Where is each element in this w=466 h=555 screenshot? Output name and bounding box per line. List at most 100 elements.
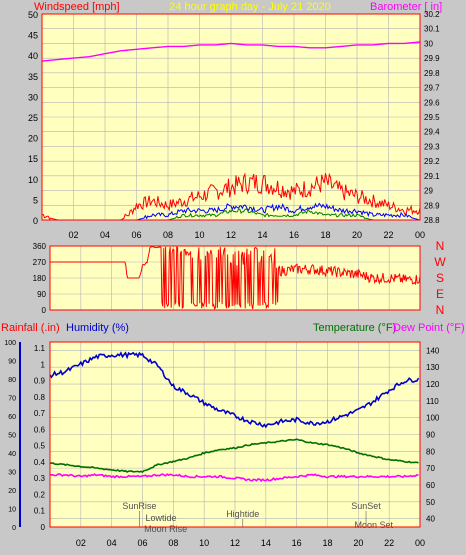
temperature-ytick: 140: [426, 346, 440, 355]
annotation-label: Moon Rise: [144, 524, 187, 534]
wind-xtick: 18: [320, 230, 330, 240]
weather-xtick: 16: [292, 538, 302, 548]
wind-xtick: 02: [68, 230, 78, 240]
wind-xtick: 06: [131, 230, 141, 240]
wind-xtick: 22: [383, 230, 393, 240]
wind-ytick: 30: [28, 92, 38, 102]
wind-ytick: 10: [28, 175, 38, 185]
wind-xtick: 14: [257, 230, 267, 240]
direction-ytick: 360: [33, 242, 47, 251]
humidity-ytick: 40: [8, 451, 16, 458]
wind-ytick: 45: [28, 31, 38, 41]
wind-xtick: 08: [163, 230, 173, 240]
weather-plot-frame: [49, 341, 421, 528]
compass-letter: W: [434, 255, 446, 269]
wind-ytick: 0: [33, 216, 38, 226]
barometer-label: Barometer [ in]: [370, 1, 442, 13]
humidity-ytick: 50: [8, 433, 16, 440]
humidity-ytick: 30: [8, 470, 16, 477]
weather-xtick: 20: [353, 538, 363, 548]
barometer-ytick: 29.2: [424, 157, 440, 166]
barometer-ytick: 29.7: [424, 84, 440, 93]
barometer-ytick: 29.8: [424, 69, 440, 78]
humidity-ytick: 0: [12, 525, 16, 532]
barometer-ytick: 29: [424, 187, 433, 196]
dewpoint-label: Dew Point (°F): [393, 322, 465, 334]
humidity-series: [49, 351, 420, 429]
direction-plot-frame: [49, 245, 421, 311]
dewpoint-series: [49, 473, 419, 483]
barometer-ytick: 29.3: [424, 142, 440, 151]
humidity-ytick: 90: [8, 359, 16, 366]
barometer-ytick: 29.1: [424, 172, 440, 181]
weather-xtick: 12: [230, 538, 240, 548]
temperature-ytick: 120: [426, 380, 440, 389]
barometer-ytick: 28.8: [424, 216, 440, 225]
direction-series: [50, 245, 421, 311]
rain-ytick: 0.7: [34, 409, 46, 418]
direction-ytick: 0: [42, 306, 47, 315]
wind-ytick: 25: [28, 113, 38, 123]
barometer-ytick: 29.6: [424, 98, 440, 107]
annotation-label: Lowtide: [145, 513, 176, 523]
weather-xtick: 14: [261, 538, 271, 548]
weather-xtick: 22: [384, 538, 394, 548]
barometer-ytick: 30.1: [424, 25, 440, 34]
weather-xtick: 08: [168, 538, 178, 548]
rain-ytick: 0.1: [34, 507, 46, 516]
wind-xtick: 00: [415, 230, 425, 240]
compass-letter: S: [436, 271, 444, 285]
temperature-ytick: 40: [426, 515, 435, 524]
rain-ytick: 0.9: [34, 377, 46, 386]
temperature-ytick: 60: [426, 481, 435, 490]
temperature-ytick: 50: [426, 498, 435, 507]
wind-xtick: 10: [194, 230, 204, 240]
barometer-ytick: 28.9: [424, 201, 440, 210]
temperature-series: [49, 438, 419, 474]
direction-ytick: 180: [33, 274, 47, 283]
humidity-ytick: 20: [8, 488, 16, 495]
wind-xtick: 20: [352, 230, 362, 240]
compass-letter: E: [436, 287, 444, 301]
compass-letter: N: [436, 303, 445, 317]
wind-plot-frame: [41, 13, 421, 221]
humidity-ytick: 10: [8, 507, 16, 514]
humidity-ytick: 60: [8, 414, 16, 421]
weather-xtick: 06: [137, 538, 147, 548]
rain-ytick: 0.2: [34, 490, 46, 499]
rain-ytick: 0.4: [34, 458, 46, 467]
weather-xtick: 04: [107, 538, 117, 548]
wind-ytick: 15: [28, 154, 38, 164]
barometer-ytick: 29.5: [424, 113, 440, 122]
weather-xtick: 00: [415, 538, 425, 548]
rain-ytick: 1: [41, 360, 46, 369]
compass-letter: N: [436, 239, 445, 253]
direction-ytick: 90: [37, 290, 46, 299]
weather-xtick: 10: [199, 538, 209, 548]
direction-ytick: 270: [33, 258, 47, 267]
wind-ytick: 50: [28, 10, 38, 20]
temperature-ytick: 110: [426, 397, 439, 406]
wind-ytick: 35: [28, 72, 38, 82]
rain-ytick: 1.1: [34, 344, 46, 353]
rain-ytick: 0.5: [34, 442, 46, 451]
rainfall-label: Rainfall (.in): [1, 322, 60, 334]
temperature-ytick: 80: [426, 447, 435, 456]
humidity-label: Humidity (%): [66, 322, 129, 334]
wind-xtick: 16: [289, 230, 299, 240]
humidity-ytick: 80: [8, 377, 16, 384]
humidity-ytick: 100: [4, 340, 16, 347]
barometer-ytick: 30: [424, 39, 433, 48]
weather-xtick: 02: [76, 538, 86, 548]
wind-xtick: 12: [226, 230, 236, 240]
temperature-ytick: 90: [426, 431, 435, 440]
rain-ytick: 0: [41, 523, 46, 532]
rain-ytick: 0.6: [34, 425, 46, 434]
rain-ytick: 0.8: [34, 393, 46, 402]
chart-title: 24 hour graph day - July 21 2020: [169, 1, 330, 13]
wind-xtick: 04: [100, 230, 110, 240]
barometer-series: [41, 41, 421, 62]
wind-ytick: 20: [28, 134, 38, 144]
